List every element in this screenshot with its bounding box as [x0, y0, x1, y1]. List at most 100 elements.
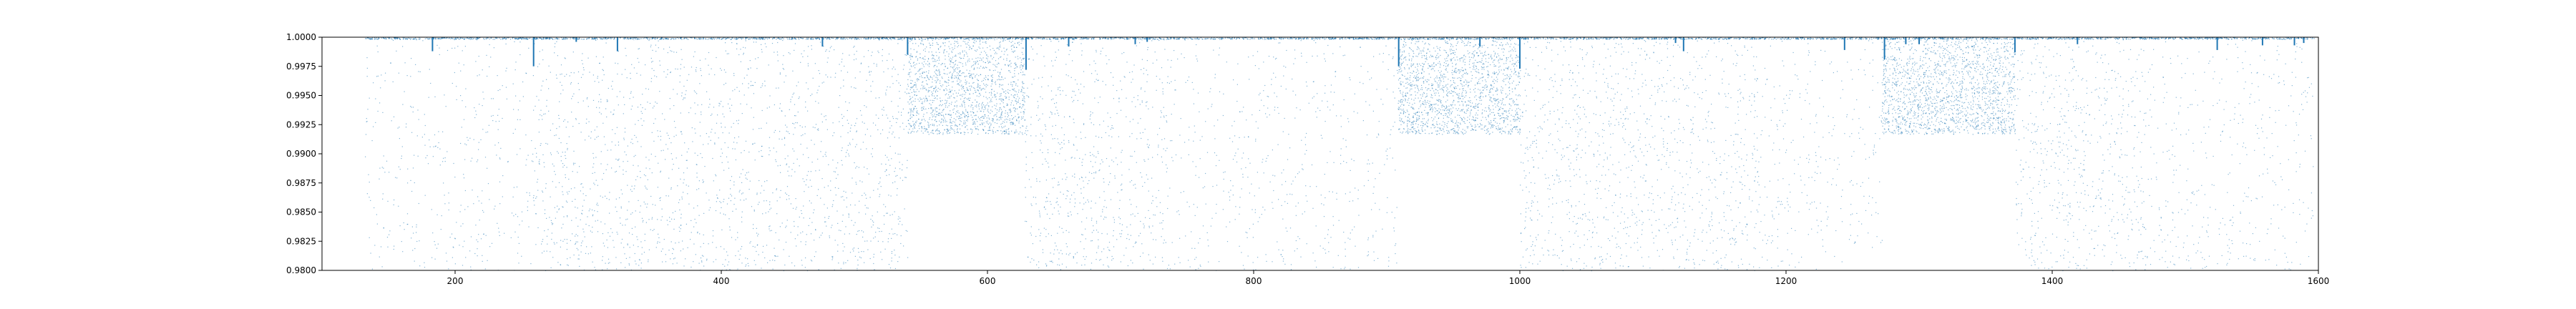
- data-point: [661, 216, 663, 217]
- data-point: [855, 167, 857, 169]
- data-point: [640, 74, 641, 76]
- data-point: [748, 189, 750, 190]
- data-point: [441, 38, 443, 39]
- data-point: [1000, 115, 1002, 117]
- data-point: [935, 129, 937, 131]
- data-point: [539, 163, 540, 165]
- data-point: [600, 195, 601, 197]
- data-point: [854, 125, 856, 127]
- data-point: [1005, 130, 1007, 132]
- data-point: [912, 124, 914, 126]
- data-point: [1000, 95, 1002, 97]
- data-point: [794, 265, 796, 267]
- data-point: [691, 37, 693, 39]
- data-point: [701, 157, 703, 158]
- data-point: [1005, 129, 1007, 131]
- data-point: [783, 55, 784, 57]
- data-point: [1157, 154, 1158, 155]
- data-point: [545, 37, 547, 39]
- data-point: [983, 122, 985, 124]
- data-point: [960, 114, 962, 116]
- data-point: [935, 121, 937, 122]
- data-point: [366, 193, 368, 195]
- data-point: [911, 82, 912, 84]
- data-point: [816, 92, 818, 94]
- data-point: [625, 154, 627, 156]
- data-point: [766, 107, 768, 109]
- data-point: [967, 41, 969, 43]
- data-point: [843, 263, 844, 265]
- data-point: [575, 234, 577, 235]
- data-point: [379, 102, 381, 104]
- data-point: [594, 38, 595, 39]
- data-point: [462, 246, 464, 247]
- data-point: [1013, 89, 1015, 91]
- data-point: [1021, 59, 1023, 61]
- data-point: [519, 54, 521, 56]
- data-point: [946, 82, 947, 84]
- data-point: [779, 226, 781, 227]
- data-point: [599, 62, 600, 64]
- data-point: [756, 232, 758, 234]
- data-point: [751, 84, 753, 86]
- data-point: [992, 131, 994, 132]
- data-point: [831, 206, 833, 207]
- data-point: [537, 190, 539, 191]
- data-point: [922, 72, 923, 73]
- data-point: [436, 247, 438, 249]
- data-point: [916, 108, 917, 109]
- data-point: [998, 47, 1000, 49]
- data-point: [967, 38, 969, 39]
- data-point: [412, 167, 414, 169]
- data-point: [897, 105, 899, 107]
- data-point: [849, 233, 850, 235]
- data-point: [815, 101, 816, 102]
- data-point: [492, 98, 494, 99]
- data-point: [922, 108, 924, 109]
- data-point: [540, 109, 542, 111]
- data-point: [543, 162, 545, 163]
- data-point: [891, 158, 892, 160]
- data-point: [807, 110, 809, 112]
- data-point: [438, 131, 439, 132]
- data-point: [1016, 120, 1018, 122]
- data-point: [991, 101, 992, 102]
- data-point: [796, 122, 798, 124]
- data-point: [950, 60, 952, 62]
- data-point: [978, 96, 980, 97]
- data-point: [414, 182, 415, 184]
- data-point: [545, 37, 547, 39]
- data-point: [725, 42, 726, 44]
- data-point: [985, 37, 987, 39]
- data-point: [758, 128, 760, 129]
- data-point: [987, 129, 989, 132]
- data-point: [414, 37, 416, 39]
- data-point: [1016, 38, 1018, 39]
- data-point: [599, 112, 600, 113]
- data-point: [602, 70, 604, 72]
- data-point: [844, 233, 845, 235]
- data-point: [445, 252, 447, 254]
- data-point: [438, 38, 439, 39]
- data-point: [943, 119, 945, 121]
- data-point: [947, 37, 948, 39]
- data-point: [970, 85, 972, 87]
- data-point: [474, 117, 476, 119]
- data-point: [980, 66, 982, 67]
- data-point: [401, 241, 402, 242]
- data-point: [671, 169, 673, 170]
- data-point: [889, 127, 891, 129]
- data-point: [956, 111, 957, 112]
- data-point: [743, 77, 745, 79]
- data-point: [1035, 235, 1037, 237]
- data-point: [795, 115, 796, 117]
- data-point: [366, 121, 368, 122]
- data-point: [685, 94, 686, 95]
- data-point: [640, 104, 641, 105]
- data-point: [977, 104, 980, 106]
- data-point: [873, 256, 874, 258]
- data-point: [967, 116, 969, 117]
- data-point: [900, 235, 902, 237]
- data-point: [485, 132, 487, 133]
- data-point: [961, 117, 962, 119]
